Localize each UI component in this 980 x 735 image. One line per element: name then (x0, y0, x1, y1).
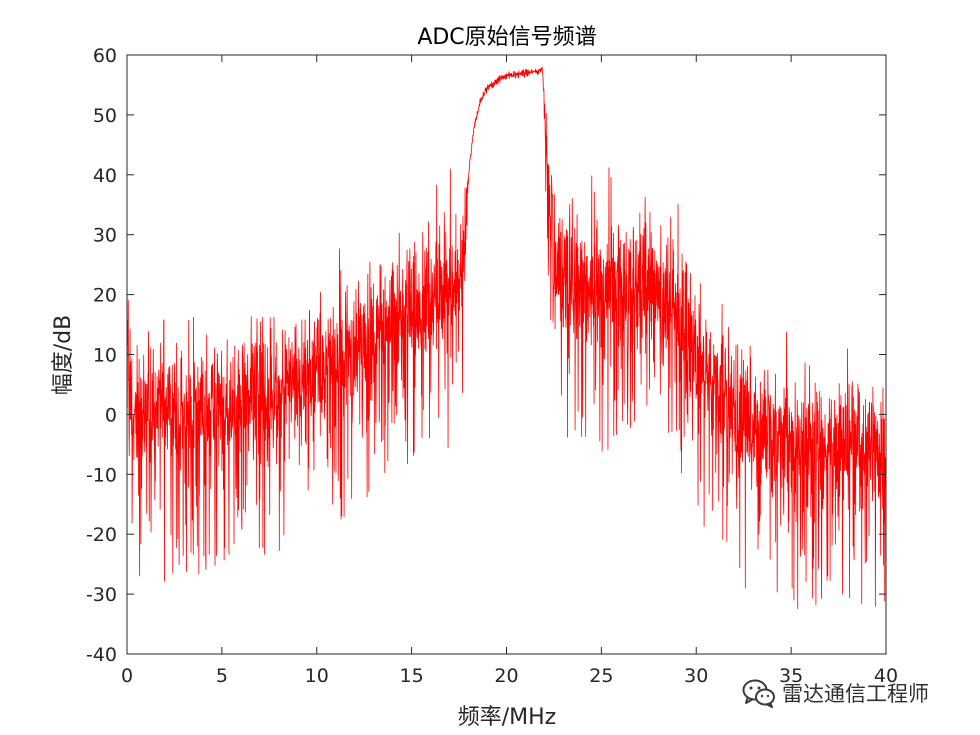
y-tick-label: -40 (86, 644, 117, 666)
y-tick-label: 50 (93, 105, 117, 127)
x-tick-label: 30 (684, 665, 708, 687)
y-tick-label: 10 (93, 345, 117, 367)
x-tick-label: 40 (874, 665, 898, 687)
x-tick-label: 10 (305, 665, 329, 687)
watermark: 雷达通信工程师 (742, 676, 929, 710)
y-tick-label: 0 (105, 404, 117, 426)
x-tick-label: 25 (589, 665, 613, 687)
watermark-text: 雷达通信工程师 (782, 682, 929, 706)
x-tick-label: 0 (121, 665, 133, 687)
x-tick-label: 5 (216, 665, 228, 687)
y-tick-label: 20 (93, 285, 117, 307)
y-tick-label: -30 (86, 584, 117, 606)
y-axis-title: 幅度/dB (51, 315, 76, 395)
y-tick-label: 30 (93, 225, 117, 247)
y-tick-label: -20 (86, 524, 117, 546)
chart-title: ADC原始信号频谱 (417, 25, 596, 50)
spectrum-trace (127, 66, 886, 609)
x-axis-title: 频率/MHz (458, 705, 557, 730)
y-tick-label: 40 (93, 165, 117, 187)
y-tick-label: -10 (86, 464, 117, 486)
x-tick-label: 35 (779, 665, 803, 687)
y-tick-label: 60 (93, 45, 117, 67)
plot-area: 0 5 10 15 20 25 30 35 40 -40 -30 -20 -10 0 10 20 30 40 50 6… (86, 45, 898, 687)
wechat-icon (742, 679, 775, 708)
x-tick-label: 20 (494, 665, 518, 687)
x-tick-label: 15 (400, 665, 424, 687)
